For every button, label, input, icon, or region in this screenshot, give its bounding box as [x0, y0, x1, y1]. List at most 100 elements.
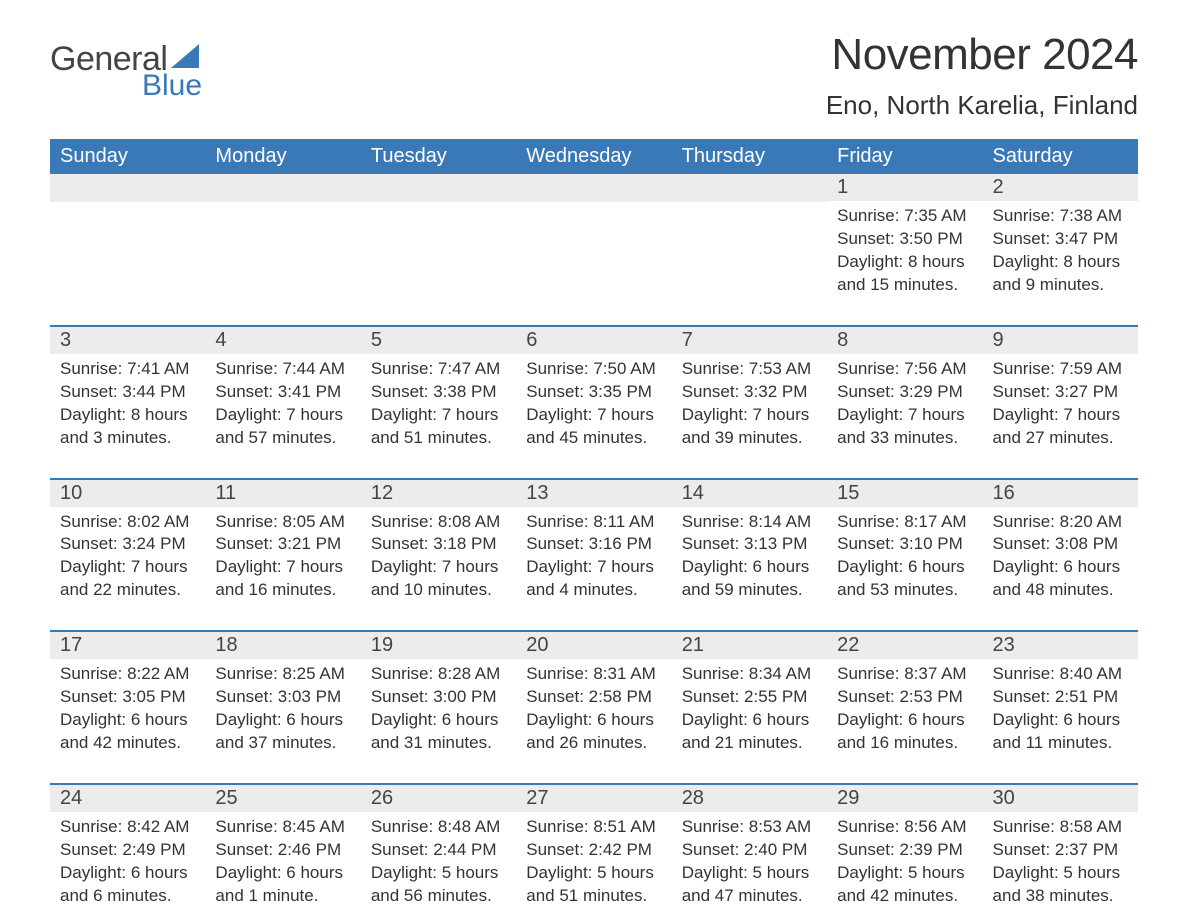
sunrise-text: Sunrise: 7:47 AM [371, 358, 506, 381]
dl1-text: Daylight: 6 hours [60, 709, 195, 732]
day-details: Sunrise: 8:51 AMSunset: 2:42 PMDaylight:… [516, 812, 671, 908]
sunset-text: Sunset: 3:13 PM [682, 533, 817, 556]
dl2-text: and 22 minutes. [60, 579, 195, 602]
day-number: 14 [672, 480, 827, 507]
dl2-text: and 9 minutes. [993, 274, 1128, 297]
day-details: Sunrise: 8:34 AMSunset: 2:55 PMDaylight:… [672, 659, 827, 755]
dl2-text: and 26 minutes. [526, 732, 661, 755]
sunset-text: Sunset: 3:35 PM [526, 381, 661, 404]
day-cell: 17Sunrise: 8:22 AMSunset: 3:05 PMDayligh… [50, 632, 205, 755]
sunrise-text: Sunrise: 7:50 AM [526, 358, 661, 381]
sunset-text: Sunset: 3:21 PM [215, 533, 350, 556]
day-details: Sunrise: 7:56 AMSunset: 3:29 PMDaylight:… [827, 354, 982, 450]
sunset-text: Sunset: 2:51 PM [993, 686, 1128, 709]
sunrise-text: Sunrise: 8:40 AM [993, 663, 1128, 686]
day-details: Sunrise: 8:11 AMSunset: 3:16 PMDaylight:… [516, 507, 671, 603]
day-number: 21 [672, 632, 827, 659]
day-number: 11 [205, 480, 360, 507]
dl2-text: and 16 minutes. [215, 579, 350, 602]
day-number [672, 174, 827, 202]
dl2-text: and 6 minutes. [60, 885, 195, 908]
sunset-text: Sunset: 3:29 PM [837, 381, 972, 404]
day-details: Sunrise: 8:48 AMSunset: 2:44 PMDaylight:… [361, 812, 516, 908]
day-details: Sunrise: 8:02 AMSunset: 3:24 PMDaylight:… [50, 507, 205, 603]
day-cell: 20Sunrise: 8:31 AMSunset: 2:58 PMDayligh… [516, 632, 671, 755]
dl1-text: Daylight: 7 hours [993, 404, 1128, 427]
day-cell: 29Sunrise: 8:56 AMSunset: 2:39 PMDayligh… [827, 785, 982, 908]
sunrise-text: Sunrise: 8:53 AM [682, 816, 817, 839]
day-details: Sunrise: 8:08 AMSunset: 3:18 PMDaylight:… [361, 507, 516, 603]
dl1-text: Daylight: 6 hours [215, 862, 350, 885]
day-details: Sunrise: 8:58 AMSunset: 2:37 PMDaylight:… [983, 812, 1138, 908]
day-number: 17 [50, 632, 205, 659]
day-details: Sunrise: 7:53 AMSunset: 3:32 PMDaylight:… [672, 354, 827, 450]
sunset-text: Sunset: 3:08 PM [993, 533, 1128, 556]
empty-day [672, 174, 827, 297]
dl1-text: Daylight: 7 hours [371, 556, 506, 579]
dl2-text: and 57 minutes. [215, 427, 350, 450]
empty-day [516, 174, 671, 297]
dl2-text: and 39 minutes. [682, 427, 817, 450]
brand-logo: General Blue [50, 40, 205, 103]
day-number: 28 [672, 785, 827, 812]
day-number: 25 [205, 785, 360, 812]
day-number: 19 [361, 632, 516, 659]
day-details: Sunrise: 8:45 AMSunset: 2:46 PMDaylight:… [205, 812, 360, 908]
dl2-text: and 4 minutes. [526, 579, 661, 602]
day-details: Sunrise: 8:40 AMSunset: 2:51 PMDaylight:… [983, 659, 1138, 755]
dl2-text: and 16 minutes. [837, 732, 972, 755]
day-number [205, 174, 360, 202]
sunset-text: Sunset: 3:00 PM [371, 686, 506, 709]
day-cell: 23Sunrise: 8:40 AMSunset: 2:51 PMDayligh… [983, 632, 1138, 755]
day-header: Tuesday [361, 139, 516, 174]
dl1-text: Daylight: 6 hours [993, 556, 1128, 579]
sunrise-text: Sunrise: 7:56 AM [837, 358, 972, 381]
day-cell: 14Sunrise: 8:14 AMSunset: 3:13 PMDayligh… [672, 480, 827, 603]
day-cell: 25Sunrise: 8:45 AMSunset: 2:46 PMDayligh… [205, 785, 360, 908]
day-header: Wednesday [516, 139, 671, 174]
month-title: November 2024 [826, 30, 1138, 80]
day-details: Sunrise: 8:42 AMSunset: 2:49 PMDaylight:… [50, 812, 205, 908]
dl2-text: and 10 minutes. [371, 579, 506, 602]
sunset-text: Sunset: 2:46 PM [215, 839, 350, 862]
week-row: 24Sunrise: 8:42 AMSunset: 2:49 PMDayligh… [50, 783, 1138, 908]
day-header: Thursday [672, 139, 827, 174]
day-cell: 12Sunrise: 8:08 AMSunset: 3:18 PMDayligh… [361, 480, 516, 603]
day-number: 23 [983, 632, 1138, 659]
day-number: 30 [983, 785, 1138, 812]
week-row: 17Sunrise: 8:22 AMSunset: 3:05 PMDayligh… [50, 630, 1138, 755]
day-number: 7 [672, 327, 827, 354]
sunset-text: Sunset: 3:27 PM [993, 381, 1128, 404]
day-details: Sunrise: 8:56 AMSunset: 2:39 PMDaylight:… [827, 812, 982, 908]
sunset-text: Sunset: 3:10 PM [837, 533, 972, 556]
dl1-text: Daylight: 7 hours [837, 404, 972, 427]
dl1-text: Daylight: 6 hours [837, 556, 972, 579]
day-cell: 2Sunrise: 7:38 AMSunset: 3:47 PMDaylight… [983, 174, 1138, 297]
dl2-text: and 56 minutes. [371, 885, 506, 908]
sunrise-text: Sunrise: 8:25 AM [215, 663, 350, 686]
day-details: Sunrise: 8:37 AMSunset: 2:53 PMDaylight:… [827, 659, 982, 755]
sunrise-text: Sunrise: 8:14 AM [682, 511, 817, 534]
sunrise-text: Sunrise: 8:20 AM [993, 511, 1128, 534]
sunrise-text: Sunrise: 8:51 AM [526, 816, 661, 839]
day-number: 16 [983, 480, 1138, 507]
sunrise-text: Sunrise: 8:48 AM [371, 816, 506, 839]
day-number: 10 [50, 480, 205, 507]
dl2-text: and 15 minutes. [837, 274, 972, 297]
dl1-text: Daylight: 7 hours [682, 404, 817, 427]
sunrise-text: Sunrise: 8:11 AM [526, 511, 661, 534]
dl2-text: and 38 minutes. [993, 885, 1128, 908]
day-number: 20 [516, 632, 671, 659]
header: General Blue November 2024 Eno, North Ka… [50, 30, 1138, 121]
day-header: Sunday [50, 139, 205, 174]
dl2-text: and 37 minutes. [215, 732, 350, 755]
sunset-text: Sunset: 2:58 PM [526, 686, 661, 709]
day-number: 26 [361, 785, 516, 812]
dl1-text: Daylight: 6 hours [837, 709, 972, 732]
day-number: 22 [827, 632, 982, 659]
day-details: Sunrise: 8:05 AMSunset: 3:21 PMDaylight:… [205, 507, 360, 603]
dl1-text: Daylight: 8 hours [993, 251, 1128, 274]
dl2-text: and 53 minutes. [837, 579, 972, 602]
day-cell: 30Sunrise: 8:58 AMSunset: 2:37 PMDayligh… [983, 785, 1138, 908]
dl1-text: Daylight: 7 hours [526, 556, 661, 579]
